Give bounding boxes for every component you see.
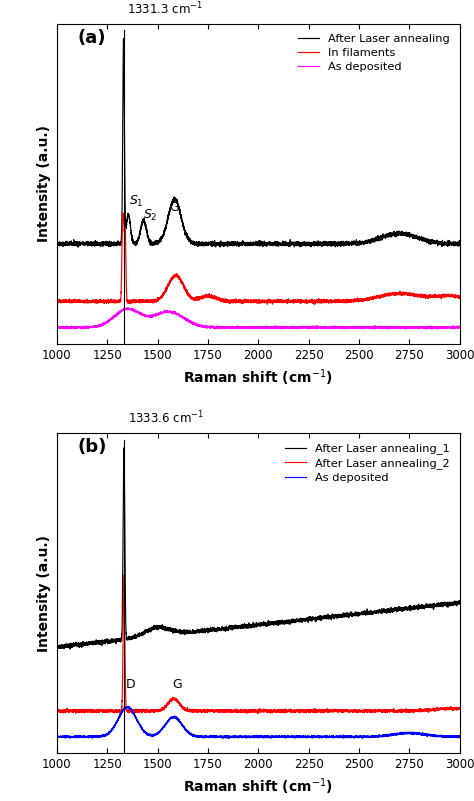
- After Laser annealing: [120, 34, 126, 43]
- Text: $S_1$: $S_1$: [129, 194, 144, 208]
- As deposited: [359, 734, 365, 743]
- After Laser annealing: [296, 241, 301, 251]
- After Laser annealing_1: [121, 443, 127, 453]
- After Laser annealing_2: [54, 706, 60, 715]
- After Laser annealing_2: [255, 709, 261, 718]
- After Laser annealing: [54, 239, 60, 248]
- As deposited: [457, 323, 463, 332]
- After Laser annealing_2: [296, 705, 301, 714]
- After Laser annealing_1: [385, 606, 391, 615]
- Line: After Laser annealing_1: After Laser annealing_1: [57, 448, 460, 649]
- As deposited: [355, 733, 360, 743]
- Line: As deposited: As deposited: [57, 706, 460, 739]
- Text: (a): (a): [77, 29, 106, 47]
- Text: G: G: [170, 201, 180, 214]
- As deposited: [125, 304, 130, 313]
- As deposited: [126, 702, 131, 711]
- After Laser annealing_1: [355, 610, 361, 620]
- After Laser annealing_1: [296, 615, 301, 625]
- In filaments: [312, 300, 318, 309]
- In filaments: [120, 208, 126, 218]
- After Laser annealing_1: [208, 626, 214, 636]
- As deposited: [316, 323, 322, 332]
- Y-axis label: Intensity (a.u.): Intensity (a.u.): [37, 126, 51, 243]
- As deposited: [355, 323, 360, 332]
- As deposited: [54, 323, 60, 332]
- As deposited: [316, 731, 322, 741]
- After Laser annealing: [75, 243, 81, 252]
- After Laser annealing_2: [121, 570, 127, 580]
- After Laser annealing_1: [128, 634, 133, 644]
- X-axis label: Raman shift (cm$^{-1}$): Raman shift (cm$^{-1}$): [183, 367, 333, 388]
- As deposited: [457, 732, 463, 742]
- After Laser annealing: [316, 238, 322, 248]
- After Laser annealing_2: [457, 704, 463, 714]
- As deposited: [296, 324, 301, 333]
- In filaments: [457, 292, 463, 301]
- Text: 1331.3 cm$^{-1}$: 1331.3 cm$^{-1}$: [127, 1, 203, 18]
- In filaments: [316, 297, 322, 307]
- As deposited: [128, 304, 133, 314]
- After Laser annealing: [128, 220, 133, 230]
- As deposited: [385, 731, 391, 740]
- In filaments: [128, 297, 133, 307]
- In filaments: [355, 296, 361, 305]
- After Laser annealing: [457, 239, 463, 249]
- As deposited: [423, 324, 429, 334]
- After Laser annealing_2: [355, 706, 361, 715]
- After Laser annealing_2: [316, 706, 322, 716]
- As deposited: [54, 732, 60, 742]
- After Laser annealing_2: [208, 706, 214, 716]
- After Laser annealing_1: [67, 644, 73, 654]
- After Laser annealing: [355, 240, 361, 250]
- After Laser annealing_2: [385, 706, 391, 715]
- Text: D: D: [126, 678, 136, 690]
- Y-axis label: Intensity (a.u.): Intensity (a.u.): [37, 534, 51, 651]
- Line: After Laser annealing: After Laser annealing: [57, 38, 460, 248]
- Text: 1333.6 cm$^{-1}$: 1333.6 cm$^{-1}$: [128, 410, 204, 427]
- Text: (b): (b): [77, 438, 106, 457]
- In filaments: [385, 289, 391, 299]
- Legend: After Laser annealing, In filaments, As deposited: After Laser annealing, In filaments, As …: [293, 30, 454, 77]
- Line: In filaments: In filaments: [57, 213, 460, 304]
- As deposited: [296, 732, 301, 742]
- After Laser annealing_1: [54, 642, 60, 652]
- In filaments: [296, 295, 301, 304]
- Legend: After Laser annealing_1, After Laser annealing_2, As deposited: After Laser annealing_1, After Laser ann…: [281, 439, 454, 488]
- After Laser annealing_2: [128, 706, 133, 715]
- After Laser annealing: [208, 239, 214, 248]
- As deposited: [208, 733, 214, 743]
- In filaments: [208, 291, 214, 300]
- As deposited: [385, 323, 391, 332]
- Text: G: G: [172, 678, 182, 690]
- After Laser annealing_1: [316, 613, 322, 622]
- Line: As deposited: As deposited: [57, 308, 460, 329]
- After Laser annealing_1: [457, 599, 463, 609]
- As deposited: [128, 704, 133, 714]
- Line: After Laser annealing_2: After Laser annealing_2: [57, 575, 460, 714]
- As deposited: [208, 323, 214, 332]
- After Laser annealing: [385, 228, 391, 238]
- Text: $S_2$: $S_2$: [143, 208, 157, 223]
- In filaments: [54, 297, 60, 307]
- X-axis label: Raman shift (cm$^{-1}$): Raman shift (cm$^{-1}$): [183, 776, 333, 797]
